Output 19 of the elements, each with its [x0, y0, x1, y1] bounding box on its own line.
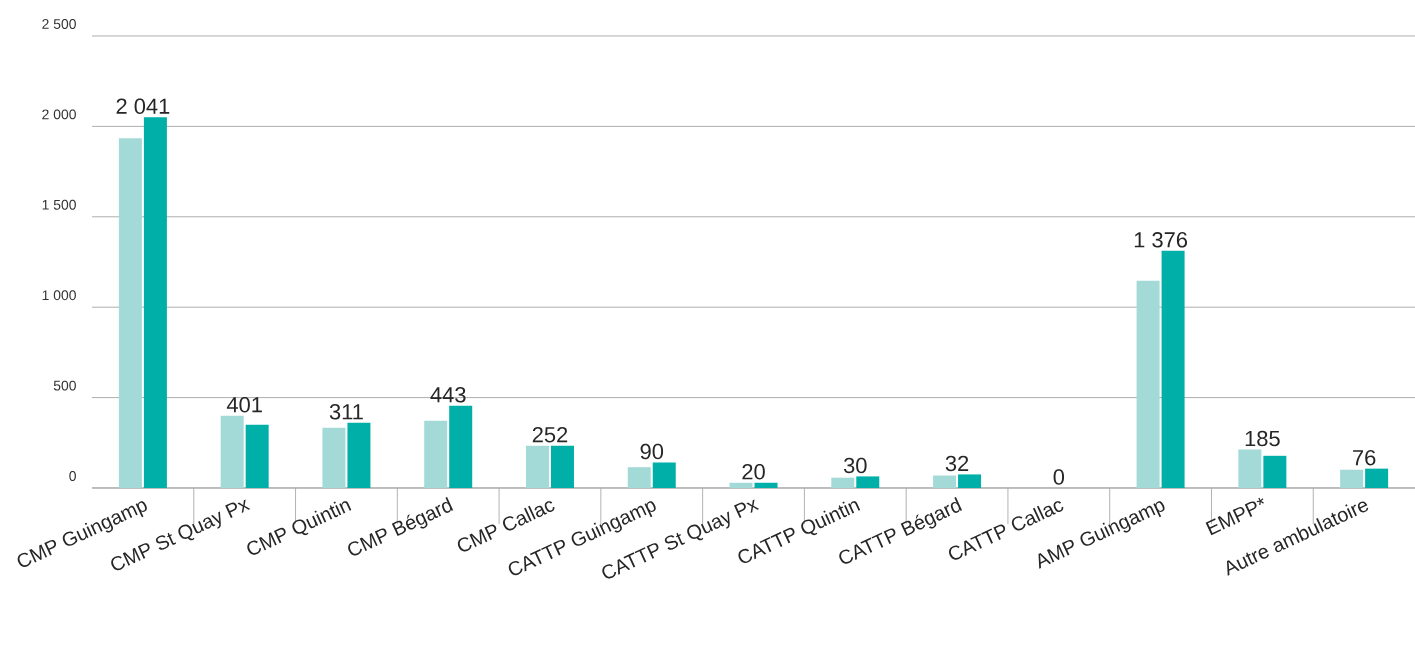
- annotation: 90: [640, 443, 664, 460]
- annotation: 311: [329, 403, 363, 420]
- annotation: 252: [532, 426, 568, 443]
- annotation: 32: [945, 455, 969, 472]
- annotation: 443: [430, 387, 466, 403]
- y-tick-label: 2 500: [42, 19, 76, 29]
- annotation: 1 376: [1134, 232, 1188, 248]
- annotation: 185: [1245, 430, 1280, 447]
- annotation: 76: [1353, 449, 1376, 466]
- annotation: 0: [1053, 469, 1065, 485]
- y-tick-label: 1 500: [42, 199, 76, 210]
- y-tick-label: 500: [53, 380, 76, 391]
- annotation: 20: [742, 464, 765, 480]
- annotation: 401: [226, 396, 262, 413]
- annotation: 30: [843, 457, 867, 474]
- y-tick-label: 2 000: [42, 109, 76, 120]
- annotation: 2 041: [116, 98, 170, 114]
- y-tick-label: 1 000: [42, 290, 76, 301]
- y-tick-label: 0: [69, 471, 76, 481]
